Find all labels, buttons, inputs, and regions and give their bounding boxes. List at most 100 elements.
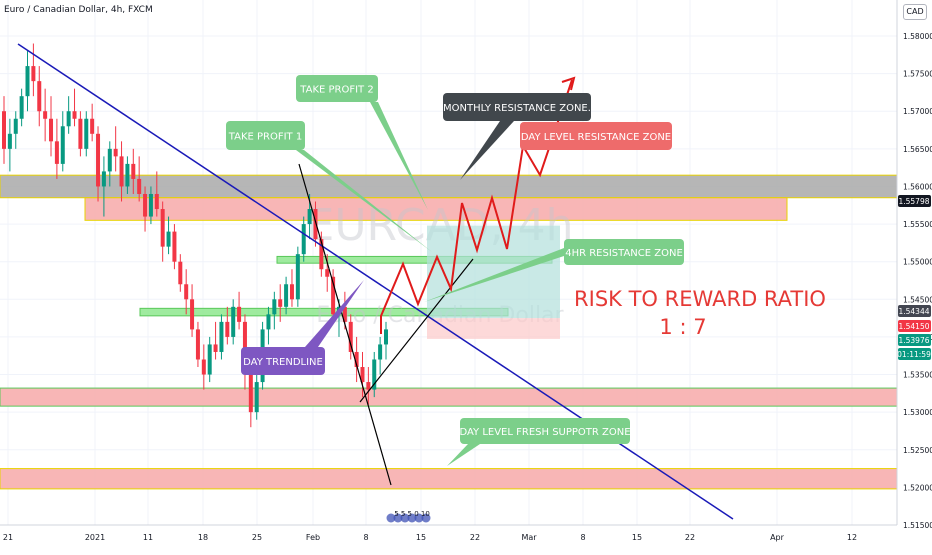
candle	[272, 291, 277, 330]
y-tick-label: 1.56000	[903, 182, 932, 191]
candle	[49, 96, 54, 157]
candle-body	[7, 133, 12, 149]
candle	[172, 224, 177, 270]
candle-body	[325, 269, 330, 277]
y-tick-label: 1.52000	[903, 483, 932, 492]
y-tick-label: 1.52500	[903, 446, 932, 455]
drawings-layer	[17, 43, 734, 520]
x-tick-label: 15	[416, 533, 426, 542]
price-badge-bg	[898, 348, 931, 360]
candle-body	[78, 118, 83, 149]
candle	[266, 306, 271, 345]
candle	[237, 291, 242, 330]
candle-body	[43, 111, 48, 119]
event-marker	[414, 513, 424, 523]
candle	[154, 171, 159, 217]
candle-body	[25, 66, 30, 97]
risk-reward-ratio: 1 : 7	[659, 315, 706, 339]
candle-body	[166, 231, 171, 247]
y-tick-label: 1.53000	[903, 408, 932, 417]
day-trendline-callout[interactable]: DAY TRENDLINE	[241, 280, 364, 375]
candle	[231, 299, 236, 345]
candle	[184, 269, 189, 315]
candle	[166, 216, 171, 255]
event-marker	[386, 513, 396, 523]
candle	[190, 284, 195, 337]
price-badge-text: 1.54344	[898, 307, 929, 316]
candle-body	[72, 111, 77, 119]
candle	[319, 231, 324, 277]
triangle-line-upper	[298, 163, 392, 486]
candle-body	[113, 148, 118, 157]
take-profit-2-callout[interactable]: TAKE PROFIT 2	[296, 75, 428, 210]
take-profit-1-callout-text: TAKE PROFIT 1	[228, 132, 302, 143]
candle	[301, 216, 306, 262]
currency-badge[interactable]: CAD	[903, 4, 927, 20]
fresh-support-callout-box	[460, 418, 630, 444]
y-tick-label: 1.55000	[903, 258, 932, 267]
candle	[43, 88, 48, 142]
x-tick-label: Mar	[521, 533, 537, 542]
candle-body	[178, 261, 183, 285]
day-level-resistance-callout[interactable]: DAY LEVEL RESISTANCE ZONE	[520, 122, 672, 150]
fresh-support-callout[interactable]: DAY LEVEL FRESH SUPPOTR ZONE	[447, 418, 631, 466]
y-tick-label: 1.56500	[903, 145, 932, 154]
candle	[84, 111, 89, 157]
y-tick-label: 1.55500	[903, 220, 932, 229]
candle	[225, 306, 230, 345]
risk-reward-title: RISK TO REWARD RATIO	[574, 287, 826, 311]
projection-arrowhead	[561, 76, 576, 91]
fresh-support-callout-pointer	[447, 444, 480, 466]
take-profit-1-callout[interactable]: TAKE PROFIT 1	[226, 121, 432, 252]
candle	[313, 201, 318, 247]
candle-body	[131, 163, 136, 179]
candle	[295, 246, 300, 307]
candle-body	[307, 209, 312, 225]
day-trendline-callout-pointer	[305, 280, 364, 347]
candle	[137, 156, 142, 202]
y-tick-label: 1.51500	[903, 521, 932, 530]
candle-body	[342, 306, 347, 322]
candle	[19, 88, 24, 127]
events-markers[interactable]: 5 5 5 0 10	[386, 510, 431, 523]
candle-body	[254, 382, 259, 413]
y-tick-label: 1.53500	[903, 371, 932, 380]
candle	[254, 367, 259, 420]
x-tick-label: 8	[580, 533, 585, 542]
x-tick-label: 11	[143, 533, 153, 542]
x-tick-label: 25	[252, 533, 262, 542]
candle-body	[184, 284, 189, 300]
monthly-resistance-callout[interactable]: MONTHLY RESISTANCE ZONE.	[443, 93, 591, 180]
4hr-resistance-callout-box	[564, 239, 684, 265]
candle-body	[319, 239, 324, 270]
event-marker	[421, 513, 431, 523]
candle-body	[266, 314, 271, 330]
candle	[119, 141, 124, 202]
candle	[219, 314, 224, 360]
y-tick-label: 1.57500	[903, 70, 932, 79]
y-tick-label: 1.54500	[903, 295, 932, 304]
monthly-resistance-callout-text: MONTHLY RESISTANCE ZONE.	[443, 103, 591, 114]
event-marker	[400, 513, 410, 523]
candle-body	[278, 299, 283, 307]
candle-body	[31, 66, 36, 82]
candle-body	[143, 193, 148, 217]
candle-body	[313, 209, 318, 240]
y-tick-label: 1.57000	[903, 107, 932, 116]
day-level-resistance-callout-box	[520, 122, 672, 150]
price-badge: 1.54344	[898, 305, 931, 317]
price-badge-bg	[898, 195, 931, 207]
candle-body	[154, 193, 159, 210]
candle	[107, 141, 112, 187]
x-tick-label: 15	[632, 533, 642, 542]
monthly-resistance-callout-pointer	[460, 121, 514, 180]
candle-body	[119, 156, 124, 187]
candle	[72, 88, 77, 127]
price-badge-text: 1.54150	[898, 322, 929, 331]
candle-body	[96, 133, 101, 187]
4hr-resistance-callout[interactable]: 4HR RESISTANCE ZONE	[424, 239, 684, 302]
candle-body	[60, 126, 65, 164]
